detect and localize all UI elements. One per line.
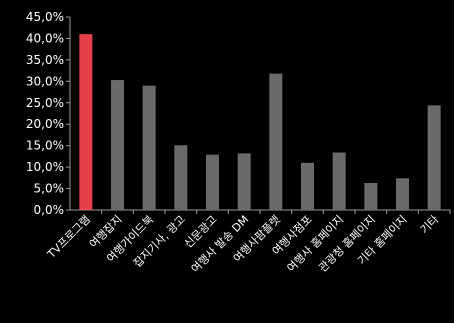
y-tick-label: 15,0%	[26, 139, 64, 153]
bar	[237, 153, 251, 210]
bar	[111, 80, 124, 211]
bar	[301, 162, 314, 210]
y-tick-label: 20,0%	[26, 117, 64, 131]
bar-highlight	[79, 34, 93, 211]
bar	[396, 178, 409, 210]
x-category-label: 기타	[418, 213, 442, 237]
bar	[206, 154, 219, 210]
y-tick-label: 45,0%	[26, 10, 64, 24]
bar	[269, 73, 283, 210]
bar	[332, 152, 346, 210]
x-category-label: TV프로그램	[44, 213, 93, 262]
y-tick-label: 5,0%	[34, 182, 65, 196]
bar	[364, 182, 378, 210]
y-tick-label: 30,0%	[26, 74, 64, 88]
y-tick-label: 35,0%	[26, 53, 64, 67]
y-tick-label: 0,0%	[34, 203, 65, 217]
y-tick-label: 10,0%	[26, 160, 64, 174]
bar	[427, 105, 441, 210]
bar	[174, 145, 188, 210]
y-tick-label: 40,0%	[26, 31, 64, 45]
y-tick-label: 25,0%	[26, 96, 64, 110]
bar	[142, 85, 156, 210]
